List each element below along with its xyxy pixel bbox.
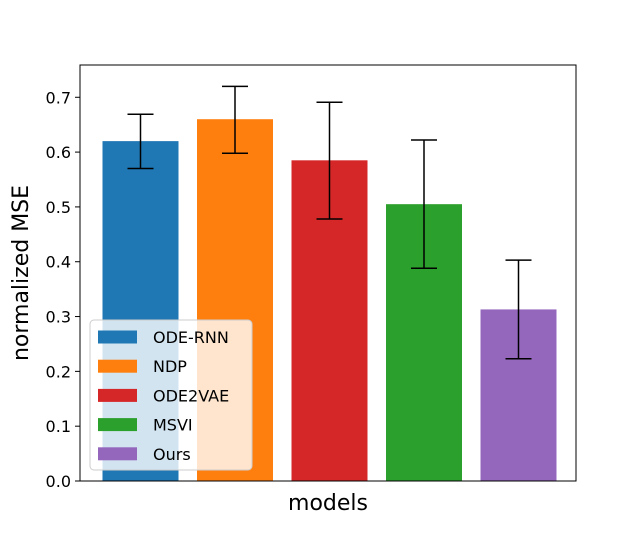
y-tick-label: 0.5	[46, 198, 71, 217]
legend-swatch	[98, 418, 137, 432]
legend-swatch	[98, 359, 137, 373]
y-tick-label: 0.6	[46, 143, 71, 162]
legend-label: NDP	[153, 357, 187, 376]
x-axis-label: models	[288, 491, 368, 516]
legend-frame	[89, 319, 253, 471]
y-tick-label: 0.0	[46, 472, 71, 491]
y-tick-label: 0.3	[46, 308, 71, 327]
legend-swatch	[98, 330, 137, 344]
y-tick-label: 0.7	[46, 88, 71, 107]
legend-label: Ours	[153, 445, 191, 464]
legend-swatch	[98, 447, 137, 461]
legend: ODE-RNN NDP ODE2VAE MSVI Ours	[89, 319, 253, 471]
y-tick-label: 0.1	[46, 417, 71, 436]
plot-area-frame	[79, 64, 577, 482]
legend-swatch	[98, 388, 137, 402]
legend-label: ODE2VAE	[153, 386, 229, 405]
y-tick-label: 0.4	[46, 253, 71, 272]
y-axis-ticks: 0.0 0.1 0.2 0.3 0.4 0.5 0.6 0.7	[46, 88, 80, 491]
y-tick-label: 0.2	[46, 362, 71, 381]
y-axis-label: normalized MSE	[9, 185, 34, 361]
legend-items: ODE-RNN NDP ODE2VAE MSVI Ours	[98, 328, 229, 464]
legend-label: MSVI	[153, 416, 193, 435]
error-bars-group	[127, 85, 532, 360]
legend-label: ODE-RNN	[153, 328, 229, 347]
